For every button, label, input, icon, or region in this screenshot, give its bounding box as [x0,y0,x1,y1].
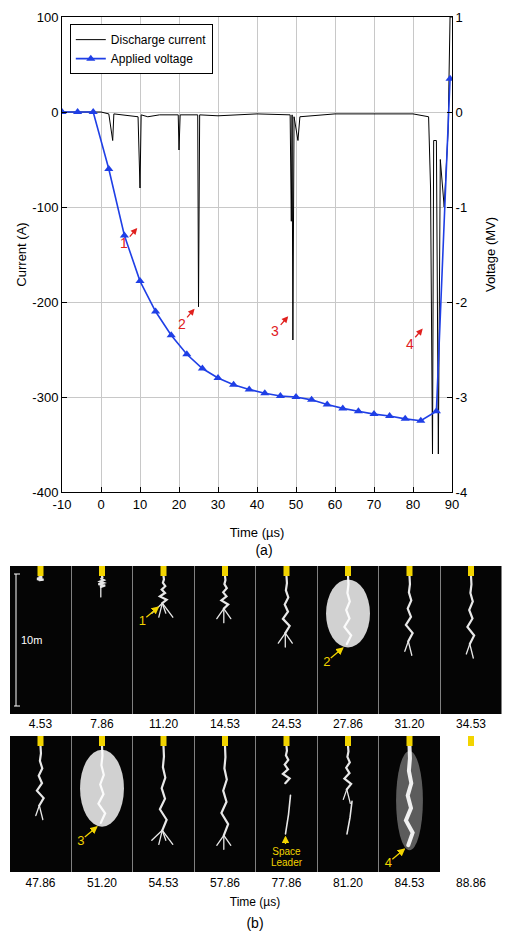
svg-text:31.20: 31.20 [394,717,424,731]
svg-text:-400: -400 [32,485,58,500]
svg-text:14.53: 14.53 [210,717,240,731]
svg-text:4: 4 [385,855,392,870]
svg-text:3: 3 [271,323,279,339]
svg-text:60: 60 [328,497,342,512]
svg-text:Applied voltage: Applied voltage [111,52,193,66]
svg-text:51.20: 51.20 [87,876,117,890]
svg-text:40: 40 [250,497,264,512]
svg-text:70: 70 [367,497,381,512]
svg-text:90: 90 [445,497,459,512]
svg-text:4: 4 [406,336,414,352]
svg-text:Time (µs): Time (µs) [230,525,285,540]
svg-text:34.53: 34.53 [456,717,486,731]
svg-text:Current (A): Current (A) [14,222,29,286]
svg-text:84.53: 84.53 [394,876,424,890]
svg-text:24.53: 24.53 [271,717,301,731]
svg-text:80: 80 [406,497,420,512]
svg-text:Discharge current: Discharge current [111,33,206,47]
svg-text:27.86: 27.86 [333,717,363,731]
svg-text:-1: -1 [456,200,468,215]
svg-text:-200: -200 [32,295,58,310]
svg-text:0: 0 [51,105,58,120]
svg-text:-100: -100 [32,200,58,215]
svg-text:1: 1 [456,10,463,25]
svg-text:100: 100 [37,10,59,25]
svg-text:0: 0 [97,497,104,512]
svg-text:47.86: 47.86 [25,876,55,890]
svg-text:81.20: 81.20 [333,876,363,890]
svg-text:0: 0 [456,105,463,120]
svg-text:10m: 10m [21,634,42,646]
svg-text:2: 2 [178,316,186,332]
svg-text:11.20: 11.20 [149,717,178,731]
svg-text:-300: -300 [32,390,58,405]
svg-text:4.53: 4.53 [29,717,53,731]
svg-text:20: 20 [172,497,186,512]
svg-text:(a): (a) [255,542,272,558]
svg-text:Time (µs): Time (µs) [230,895,280,909]
svg-text:88.86: 88.86 [456,876,486,890]
svg-text:7.86: 7.86 [90,717,114,731]
svg-text:-2: -2 [456,295,468,310]
svg-text:1: 1 [139,613,146,628]
svg-text:-10: -10 [53,497,72,512]
svg-text:-3: -3 [456,390,468,405]
svg-text:10: 10 [133,497,147,512]
svg-text:54.53: 54.53 [148,876,178,890]
svg-text:-4: -4 [456,485,468,500]
svg-text:77.86: 77.86 [271,876,301,890]
svg-text:1: 1 [120,235,128,251]
svg-text:30: 30 [211,497,225,512]
svg-text:(b): (b) [246,915,263,931]
svg-text:2: 2 [323,654,330,669]
svg-text:3: 3 [77,833,84,848]
svg-text:Voltage (MV): Voltage (MV) [483,217,498,292]
svg-text:57.86: 57.86 [210,876,240,890]
svg-text:50: 50 [289,497,303,512]
svg-text:SpaceLeader: SpaceLeader [271,846,303,868]
